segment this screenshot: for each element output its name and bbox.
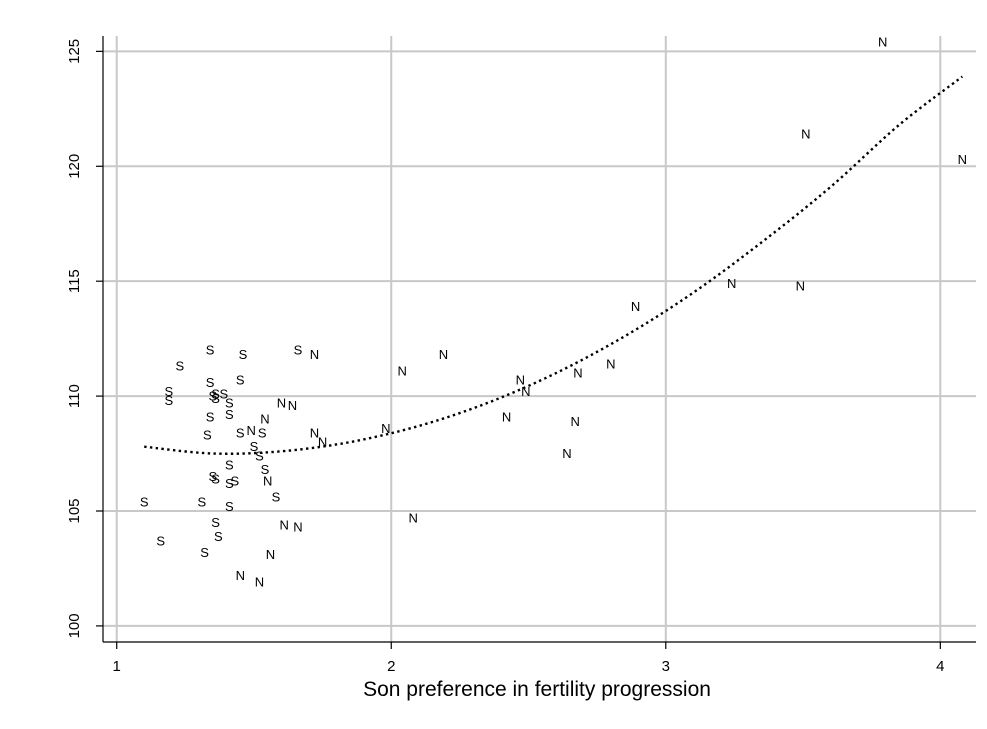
- data-point-s: S: [239, 347, 248, 362]
- data-point-n: N: [796, 278, 805, 293]
- data-point-n: N: [288, 398, 297, 413]
- data-point-n: N: [570, 414, 579, 429]
- data-point-s: S: [140, 494, 149, 509]
- data-point-s: S: [211, 386, 220, 401]
- axes: [96, 36, 976, 649]
- grid-lines: [103, 36, 976, 642]
- data-point-n: N: [958, 152, 967, 167]
- y-tick-label: 100: [66, 613, 83, 638]
- data-point-n: N: [310, 347, 319, 362]
- data-point-s: S: [211, 391, 220, 406]
- data-point-s: S: [225, 407, 234, 422]
- data-point-n: N: [277, 395, 286, 410]
- data-point-n: N: [521, 384, 530, 399]
- data-point-s: S: [225, 458, 234, 473]
- y-tick-label: 125: [66, 39, 83, 64]
- data-point-n: N: [381, 421, 390, 436]
- data-point-n: N: [266, 547, 275, 562]
- data-point-s: S: [203, 428, 212, 443]
- x-tick-label: 3: [662, 658, 670, 675]
- data-point-s: S: [156, 533, 165, 548]
- data-point-s: S: [225, 476, 234, 491]
- data-point-n: N: [801, 127, 810, 142]
- x-tick-label: 4: [936, 658, 944, 675]
- data-point-n: N: [631, 299, 640, 314]
- data-point-s: S: [236, 373, 245, 388]
- data-point-s: S: [225, 499, 234, 514]
- data-point-s: S: [225, 395, 234, 410]
- data-point-s: S: [211, 471, 220, 486]
- data-point-s: S: [258, 425, 267, 440]
- data-point-n: N: [293, 520, 302, 535]
- data-point-n: N: [606, 356, 615, 371]
- data-point-s: S: [211, 515, 220, 530]
- data-point-n: N: [398, 363, 407, 378]
- data-point-s: S: [214, 529, 223, 544]
- plot-area: [103, 10, 976, 642]
- data-point-s: S: [176, 359, 185, 374]
- data-point-n: N: [279, 517, 288, 532]
- data-point-s: S: [208, 469, 217, 484]
- data-point-s: S: [206, 375, 215, 390]
- data-point-n: N: [255, 575, 264, 590]
- data-point-n: N: [310, 425, 319, 440]
- data-point-n: N: [562, 446, 571, 461]
- x-tick-label: 1: [113, 658, 121, 675]
- y-tick-label: 115: [66, 269, 83, 293]
- y-tick-label: 105: [66, 498, 83, 523]
- data-point-s: S: [200, 545, 209, 560]
- data-point-s: S: [230, 474, 239, 489]
- data-point-s: S: [261, 462, 270, 477]
- data-point-n: N: [502, 409, 511, 424]
- y-tick-label: 110: [66, 384, 83, 408]
- data-point-s: S: [272, 490, 281, 505]
- data-point-n: N: [247, 423, 256, 438]
- data-point-s: S: [208, 389, 217, 404]
- data-point-s: S: [165, 393, 174, 408]
- data-point-n: N: [439, 347, 448, 362]
- y-tick-label: 120: [66, 154, 83, 179]
- data-point-n: N: [516, 373, 525, 388]
- y-tick-labels: 100 105 110 115 120 125: [66, 39, 83, 639]
- data-points: SSSSSSSSSSSSSSSSSSSSSSSSSSSSSSSSSSNNNNNN…: [140, 35, 967, 590]
- data-point-s: S: [294, 343, 303, 358]
- data-point-s: S: [197, 494, 206, 509]
- data-point-s: S: [219, 386, 228, 401]
- data-point-n: N: [236, 568, 245, 583]
- data-point-n: N: [878, 35, 887, 50]
- data-point-s: S: [255, 448, 264, 463]
- data-point-n: N: [727, 276, 736, 291]
- data-point-s: S: [165, 384, 174, 399]
- data-point-n: N: [409, 510, 418, 525]
- data-point-n: N: [573, 366, 582, 381]
- data-point-n: N: [263, 474, 272, 489]
- data-point-s: S: [206, 409, 215, 424]
- x-tick-label: 2: [387, 658, 395, 675]
- data-point-n: N: [318, 435, 327, 450]
- data-point-s: S: [250, 439, 259, 454]
- x-axis-title: Son preference in fertility progression: [363, 678, 711, 701]
- data-point-n: N: [260, 412, 269, 427]
- x-tick-labels: 1 2 3 4: [113, 658, 945, 675]
- data-point-s: S: [206, 343, 215, 358]
- data-point-s: S: [236, 425, 245, 440]
